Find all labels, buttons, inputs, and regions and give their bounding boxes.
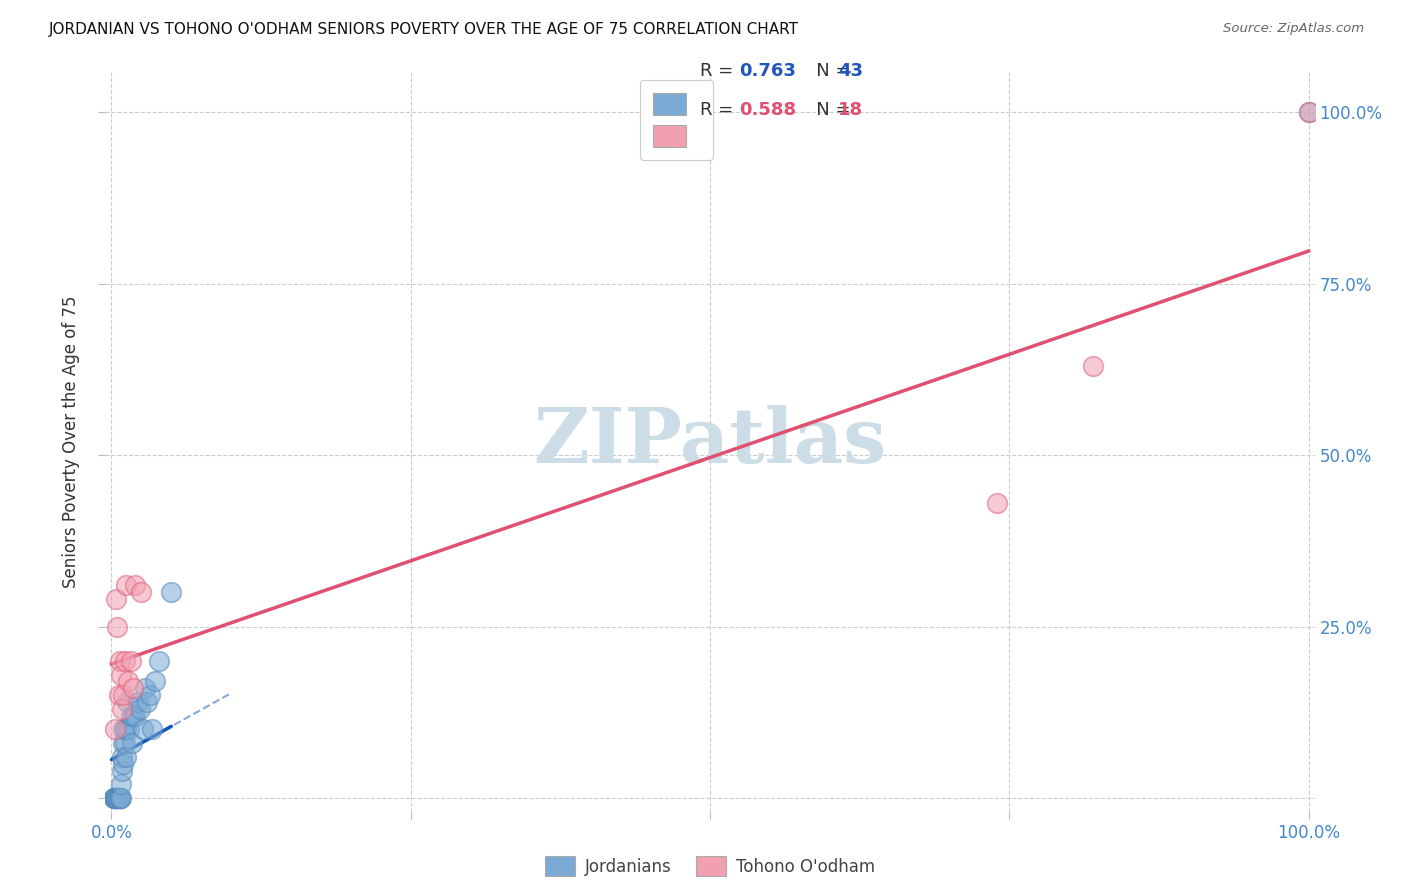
Point bbox=[104, 791, 127, 805]
Text: 0.763: 0.763 bbox=[740, 62, 796, 80]
Point bbox=[122, 681, 145, 696]
Point bbox=[127, 695, 149, 709]
Point bbox=[131, 723, 153, 737]
Point bbox=[107, 791, 129, 805]
Point bbox=[124, 578, 146, 592]
Point bbox=[1298, 105, 1320, 120]
Point bbox=[107, 620, 129, 634]
Point bbox=[108, 791, 131, 805]
Point bbox=[108, 654, 131, 668]
Text: Source: ZipAtlas.com: Source: ZipAtlas.com bbox=[1223, 22, 1364, 36]
Point bbox=[114, 723, 136, 737]
Point bbox=[110, 777, 132, 791]
Point bbox=[110, 791, 132, 805]
Point bbox=[143, 674, 166, 689]
Point bbox=[111, 750, 134, 764]
Point bbox=[136, 695, 159, 709]
Point bbox=[111, 702, 134, 716]
Point bbox=[105, 592, 128, 607]
Point bbox=[114, 750, 136, 764]
Point bbox=[120, 654, 142, 668]
Point bbox=[104, 723, 127, 737]
Point bbox=[118, 723, 141, 737]
Y-axis label: Seniors Poverty Over the Age of 75: Seniors Poverty Over the Age of 75 bbox=[62, 295, 80, 588]
Point bbox=[1081, 359, 1104, 373]
Point bbox=[986, 496, 1008, 510]
Text: R =: R = bbox=[700, 101, 740, 119]
Point bbox=[107, 791, 129, 805]
Point bbox=[107, 791, 129, 805]
Text: R =: R = bbox=[700, 62, 740, 80]
Point bbox=[160, 585, 183, 599]
Text: ZIPatlas: ZIPatlas bbox=[533, 405, 887, 478]
Text: 18: 18 bbox=[838, 101, 863, 119]
Point bbox=[110, 667, 132, 681]
Point bbox=[122, 708, 145, 723]
Point bbox=[103, 791, 125, 805]
Legend: Jordanians, Tohono O'odham: Jordanians, Tohono O'odham bbox=[536, 847, 884, 885]
Point bbox=[103, 791, 125, 805]
Point bbox=[114, 578, 136, 592]
Point bbox=[104, 791, 127, 805]
Point bbox=[107, 688, 129, 702]
Point bbox=[117, 674, 139, 689]
Point bbox=[114, 654, 136, 668]
Point bbox=[134, 681, 156, 696]
Point bbox=[112, 736, 135, 750]
Point bbox=[139, 688, 162, 702]
Point bbox=[103, 791, 125, 805]
Point bbox=[129, 702, 152, 716]
Text: 0.588: 0.588 bbox=[740, 101, 797, 119]
Point bbox=[112, 723, 135, 737]
Point bbox=[121, 736, 143, 750]
Text: 43: 43 bbox=[838, 62, 863, 80]
Point bbox=[131, 585, 153, 599]
Point bbox=[112, 688, 135, 702]
Point bbox=[114, 723, 136, 737]
Text: N =: N = bbox=[799, 62, 856, 80]
Point bbox=[108, 791, 131, 805]
Point bbox=[107, 791, 129, 805]
Point bbox=[1298, 105, 1320, 120]
Text: N =: N = bbox=[799, 101, 856, 119]
Point bbox=[124, 708, 146, 723]
Point bbox=[105, 791, 128, 805]
Point bbox=[141, 723, 163, 737]
Point bbox=[115, 695, 138, 709]
Point bbox=[114, 736, 136, 750]
Point bbox=[111, 764, 134, 778]
Text: JORDANIAN VS TOHONO O'ODHAM SENIORS POVERTY OVER THE AGE OF 75 CORRELATION CHART: JORDANIAN VS TOHONO O'ODHAM SENIORS POVE… bbox=[49, 22, 799, 37]
Point bbox=[120, 708, 142, 723]
Point bbox=[105, 791, 128, 805]
Point bbox=[112, 756, 135, 771]
Point bbox=[108, 791, 131, 805]
Point bbox=[107, 791, 129, 805]
Point bbox=[148, 654, 170, 668]
